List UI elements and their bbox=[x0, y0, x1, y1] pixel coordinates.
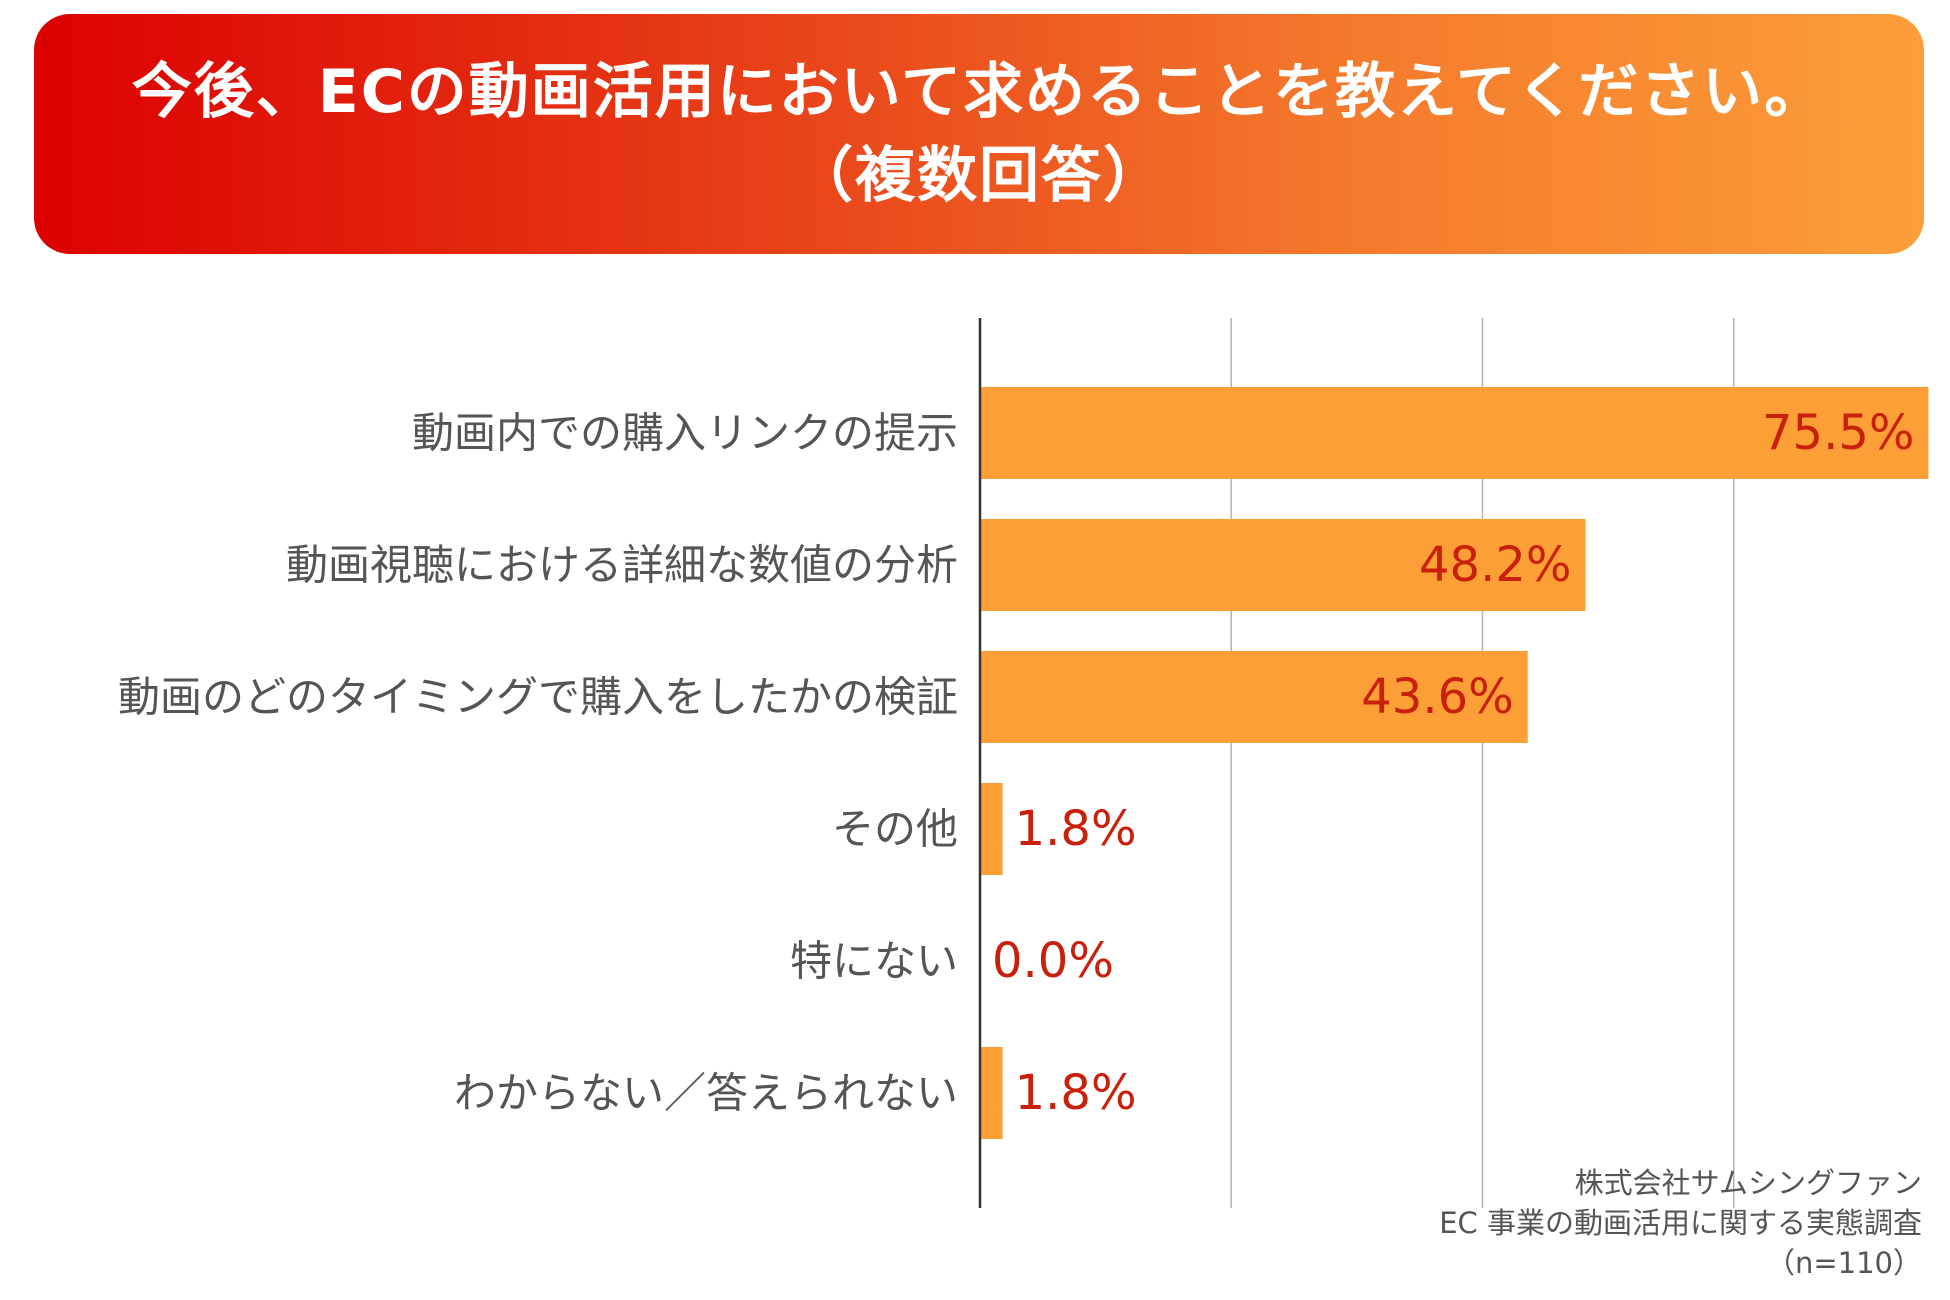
bar bbox=[980, 651, 1528, 743]
category-label: 動画のどのタイミングで購入をしたかの検証 bbox=[118, 673, 958, 722]
bar bbox=[980, 783, 1003, 875]
bar bbox=[980, 1047, 1003, 1139]
source-sample: （n=110） bbox=[1765, 1246, 1922, 1280]
bar bbox=[980, 519, 1586, 611]
chart-title-line-2: （複数回答） bbox=[793, 141, 1165, 211]
title-banner: 今後、ECの動画活用において求めることを教えてください。 （複数回答） bbox=[34, 14, 1924, 254]
category-label: 特にない bbox=[790, 937, 958, 986]
source-survey: EC 事業の動画活用に関する実態調査 bbox=[1439, 1206, 1922, 1240]
category-label: 動画内での購入リンクの提示 bbox=[412, 409, 958, 458]
source-company: 株式会社サムシングファン bbox=[1574, 1166, 1922, 1200]
category-label: 動画視聴における詳細な数値の分析 bbox=[286, 541, 958, 590]
data-label: 1.8% bbox=[1015, 801, 1137, 857]
data-label: 75.5% bbox=[1762, 405, 1914, 461]
source-note: 株式会社サムシングファン EC 事業の動画活用に関する実態調査 （n=110） bbox=[1439, 1163, 1922, 1283]
data-label: 48.2% bbox=[1419, 537, 1571, 593]
category-label: その他 bbox=[832, 805, 958, 854]
category-label: わからない／答えられない bbox=[454, 1069, 958, 1118]
bar bbox=[980, 387, 1929, 479]
data-label: 43.6% bbox=[1361, 669, 1513, 725]
data-label: 0.0% bbox=[992, 933, 1114, 989]
data-label: 1.8% bbox=[1015, 1065, 1137, 1121]
chart-title-line-1: 今後、ECの動画活用において求めることを教えてください。 bbox=[131, 57, 1827, 127]
